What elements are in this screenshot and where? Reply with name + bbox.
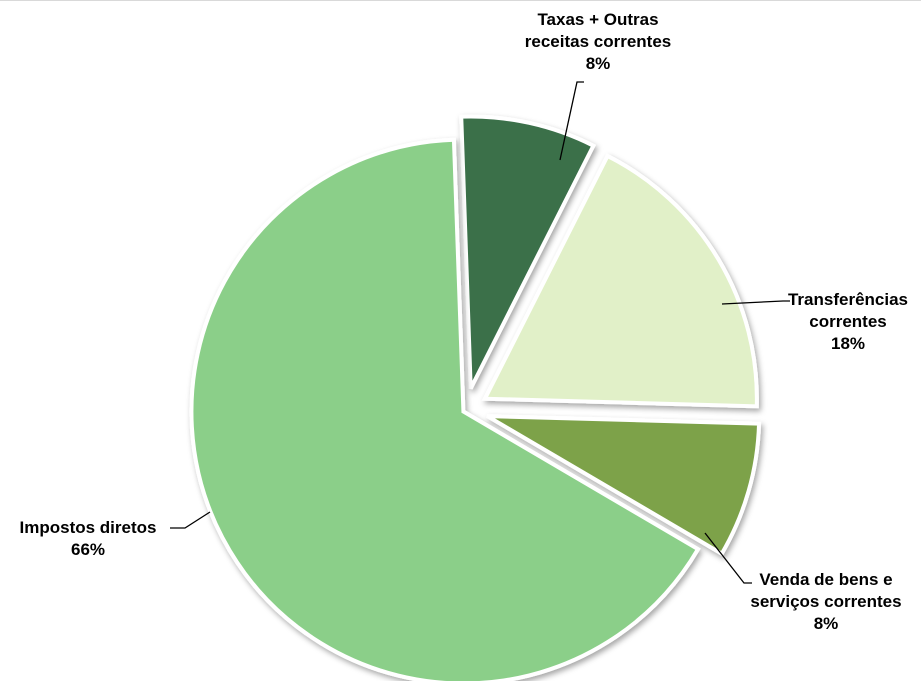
- leader-line-transferencias: [721, 300, 790, 305]
- leader-lines-layer: [170, 81, 790, 584]
- data-label-taxas-outras: Taxas + Outras receitas correntes 8%: [525, 10, 671, 73]
- slices-layer: [189, 114, 762, 681]
- leader-line-taxas-outras: [559, 81, 584, 161]
- leader-line-venda-de-bens-e: [704, 532, 752, 584]
- labels-layer: Taxas + Outras receitas correntes 8% Transf…: [20, 10, 908, 633]
- data-label-text: Taxas + Outras: [537, 10, 658, 29]
- data-label-impostos-diretos: Impostos diretos 66%: [20, 518, 157, 559]
- data-label-text: serviços correntes: [750, 592, 901, 611]
- pie-slice-venda-de-bens-e: [486, 414, 762, 557]
- top-border: [0, 0, 921, 1]
- data-label-text: Transferências: [788, 290, 908, 309]
- data-label-text: Impostos diretos: [20, 518, 157, 537]
- data-label-text: correntes: [809, 312, 886, 331]
- data-label-text: Venda de bens e: [759, 570, 892, 589]
- data-label-value: 8%: [814, 614, 839, 633]
- data-label-text: receitas correntes: [525, 32, 671, 51]
- data-label-value: 18%: [831, 334, 865, 353]
- data-label-transferencias: Transferências correntes 18%: [788, 290, 908, 353]
- pie-slice-impostos-diretos: [189, 137, 701, 681]
- pie-slice-transferencias: [481, 153, 759, 409]
- data-label-value: 66%: [71, 540, 105, 559]
- data-label-venda-de-bens-e: Venda de bens e serviços correntes 8%: [750, 570, 901, 633]
- leader-line-impostos-diretos: [170, 511, 211, 529]
- pie-slice-taxas-outras: [459, 114, 597, 390]
- data-label-value: 8%: [586, 54, 611, 73]
